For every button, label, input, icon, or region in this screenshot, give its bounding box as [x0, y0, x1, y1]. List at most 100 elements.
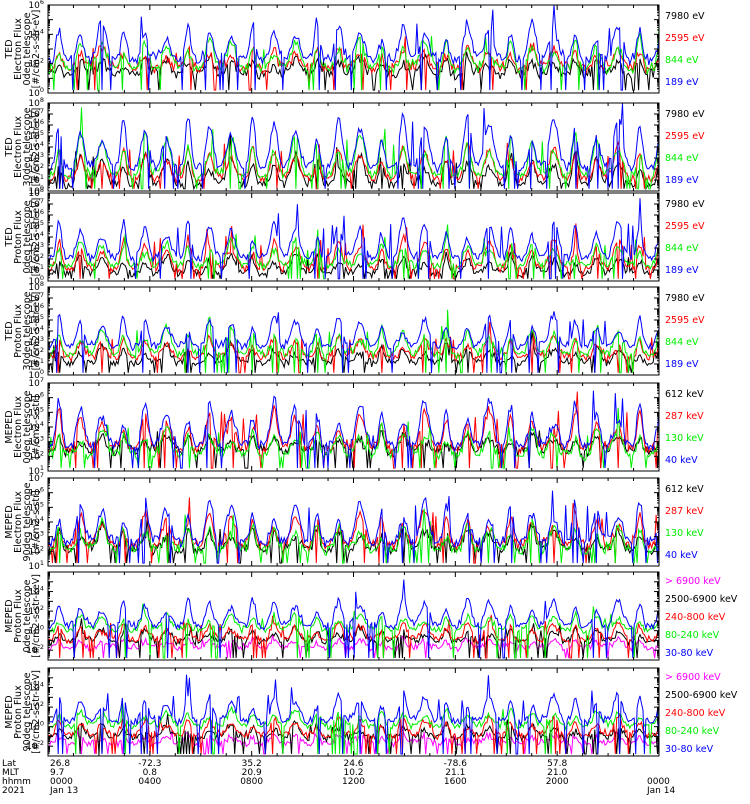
y-tick-label: 100: [28, 624, 44, 637]
y-tick-label: 105: [28, 129, 44, 142]
y-tick-label: 100: [28, 86, 44, 99]
y-axis-label: [#/cm2-s-str]: [31, 395, 42, 458]
y-tick-label: 106: [28, 208, 44, 221]
x-tick-label-mlt: 10.2: [343, 768, 363, 778]
y-tick-label: 102: [28, 346, 44, 359]
panel-frame: [47, 477, 660, 567]
x-tick-label-mlt: 9.7: [50, 768, 64, 778]
y-axis-label: MEPED: [4, 505, 15, 538]
x-tick-label-hhmm: 0000: [50, 777, 73, 787]
legend-entry: 130 keV: [665, 528, 704, 539]
y-tick-label: 104: [28, 27, 44, 40]
y-tick-label: 103: [28, 151, 44, 164]
series-line-black: [47, 516, 660, 564]
legend-entry: 189 eV: [665, 265, 699, 276]
y-tick-label: 102: [28, 544, 44, 557]
series-line-blue: [47, 579, 660, 659]
y-tick-label: 106: [28, 391, 44, 404]
y-axis-label: TED: [4, 321, 15, 341]
y-tick-label: 107: [28, 376, 44, 389]
series-line-blue: [47, 4, 660, 91]
y-tick-label: 105: [28, 500, 44, 513]
legend-entry: > 6900 keV: [665, 672, 721, 683]
series-line-red: [47, 223, 660, 280]
y-axis-label: 0deg telescope: [22, 12, 33, 85]
legend-entry: 240-800 keV: [665, 708, 726, 719]
y-tick-label: 100: [28, 184, 44, 197]
y-tick-label: 107: [28, 471, 44, 484]
y-axis-label: Electron Flux: [13, 116, 24, 178]
legend-entry: 2595 eV: [665, 131, 705, 142]
series-line-blue: [47, 102, 660, 189]
y-axis-label: 90deg telescope: [22, 672, 33, 751]
y-axis-label: Proton Flux: [13, 304, 24, 358]
y-tick-label: 101: [28, 173, 44, 186]
y-tick-label: 101: [28, 263, 44, 276]
series-line-black: [47, 251, 660, 280]
legend-entry: 240-800 keV: [665, 612, 726, 623]
y-tick-label: 100: [28, 274, 44, 287]
y-tick-label: 104: [28, 681, 44, 694]
y-tick-label: 102: [28, 604, 44, 617]
y-tick-label: 106: [28, 486, 44, 499]
x-tick-label-hhmm: 1600: [444, 777, 467, 787]
series-line-green: [47, 25, 660, 91]
series-line-black: [47, 132, 660, 191]
y-axis-label: 90deg telescope: [22, 482, 33, 561]
y-tick-label: 102: [28, 252, 44, 265]
legend-entry: 189 eV: [665, 175, 699, 186]
legend-entry: 844 eV: [665, 337, 699, 348]
y-axis-label: [#/cm2-s-str-eV]: [31, 292, 42, 371]
y-tick-label: 104: [28, 515, 44, 528]
y-axis-label: TED: [4, 39, 15, 59]
x-tick-label-mlt: 0.8: [143, 768, 158, 778]
x-tick-label-hhmm: 1200: [342, 777, 365, 787]
x-tick-label-hhmm: 0400: [138, 777, 161, 787]
x-tick-label-lat: 35.2: [242, 759, 262, 769]
y-axis-label: MEPED: [4, 599, 15, 632]
y-axis-label: [#/cm2-s-str-eV]: [31, 198, 42, 277]
legend-entry: 2500-6900 keV: [665, 690, 738, 701]
y-tick-label: 103: [28, 241, 44, 254]
y-tick-label: 10-2: [26, 739, 44, 752]
series-line-blue: [47, 490, 660, 564]
x-tick-label-date: Jan 14: [646, 786, 675, 796]
series-line-green: [47, 508, 660, 564]
y-axis-label: [#/cm2-s-str-eV]: [31, 10, 42, 89]
series-line-blue: [47, 198, 660, 280]
legend-entry: 287 keV: [665, 506, 704, 517]
y-axis-label: Proton Flux: [13, 589, 24, 643]
y-tick-label: 103: [28, 435, 44, 448]
legend-entry: 7980 eV: [665, 11, 705, 22]
legend-entry: 612 keV: [665, 484, 704, 495]
y-tick-label: 103: [28, 335, 44, 348]
legend-entry: 130 keV: [665, 433, 704, 444]
y-tick-label: 102: [28, 57, 44, 70]
y-tick-label: 108: [28, 96, 44, 109]
legend-entry: 287 keV: [665, 411, 704, 422]
legend-entry: 189 eV: [665, 77, 699, 88]
legend-entry: 40 keV: [665, 455, 698, 466]
y-tick-label: 105: [28, 405, 44, 418]
y-axis-label: Electron Flux: [13, 396, 24, 458]
legend-entry: 844 eV: [665, 153, 699, 164]
y-axis-label: 0deg telescope: [22, 390, 33, 463]
x-row-label: hhmm: [2, 777, 31, 787]
y-tick-label: 107: [28, 291, 44, 304]
y-axis-label: [#/cm2-s-str-keV]: [31, 670, 42, 754]
legend-entry: 612 keV: [665, 389, 704, 400]
y-tick-label: 103: [28, 530, 44, 543]
y-axis-label: [#/cm2-s-str]: [31, 490, 42, 553]
x-tick-label-mlt: 20.9: [242, 768, 262, 778]
series-line-blue: [47, 390, 660, 469]
x-tick-label-lat: -72.3: [138, 759, 161, 769]
legend-entry: 30-80 keV: [665, 648, 714, 659]
y-tick-label: 105: [28, 219, 44, 232]
series-line-green: [47, 407, 660, 469]
